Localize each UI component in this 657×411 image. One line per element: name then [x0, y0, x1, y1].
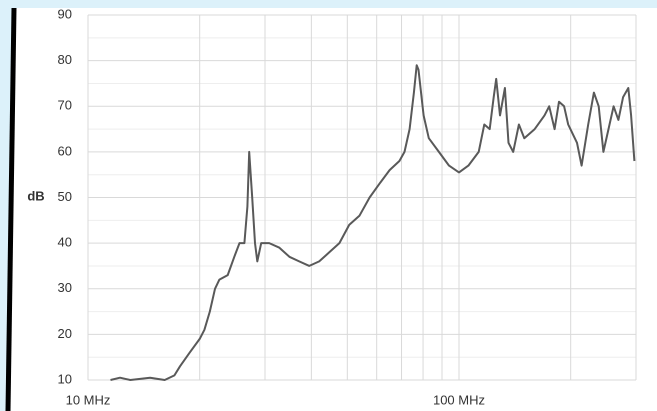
y-tick-label: 30	[58, 280, 72, 295]
y-tick-label: 60	[58, 143, 72, 158]
y-tick-label: 70	[58, 98, 72, 113]
x-tick-label: 10 MHz	[66, 392, 111, 407]
y-tick-label: 80	[58, 52, 72, 67]
y-axis-label: dB	[27, 188, 44, 203]
y-tick-label: 20	[58, 326, 72, 341]
y-tick-label: 10	[58, 371, 72, 386]
y-tick-label: 50	[58, 189, 72, 204]
panel	[8, 8, 657, 411]
x-tick-label: 100 MHz	[433, 392, 485, 407]
y-tick-label: 40	[58, 235, 72, 250]
line-series	[110, 64, 636, 381]
panel-border	[5, 7, 17, 411]
y-tick-label: 90	[58, 6, 72, 21]
